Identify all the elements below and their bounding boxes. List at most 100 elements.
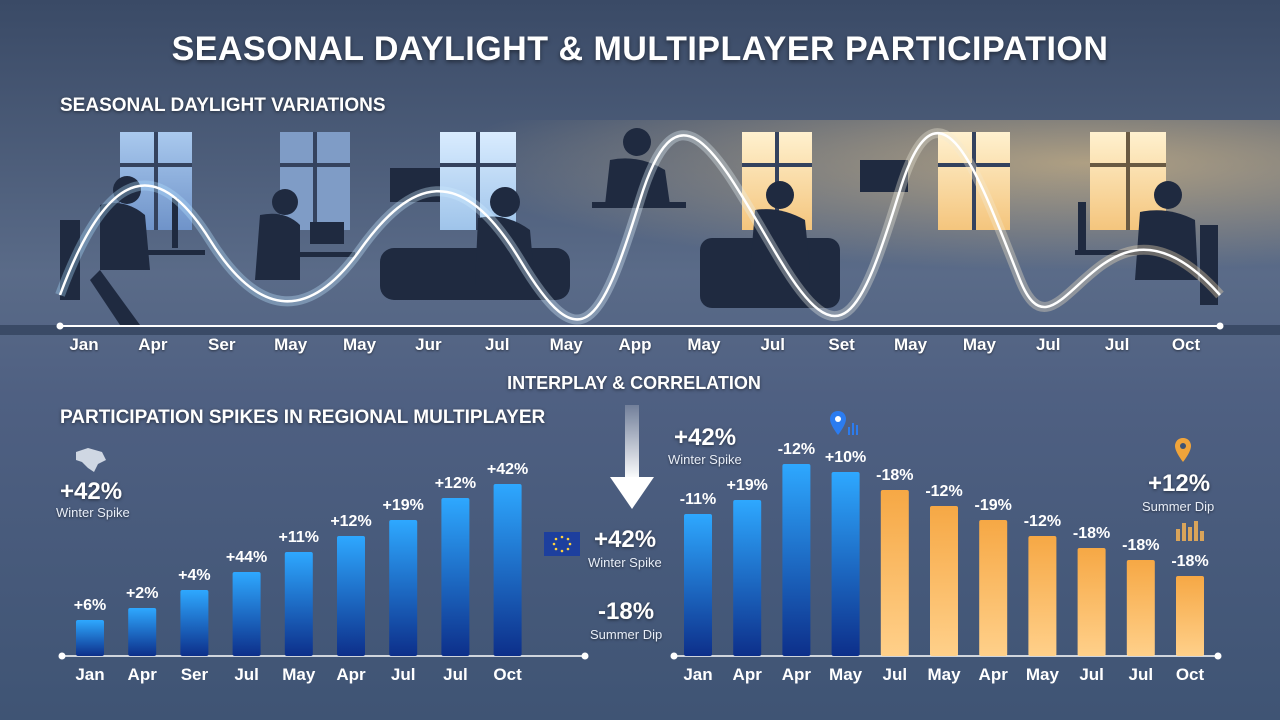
location-pin-orange-icon (1175, 438, 1191, 462)
center-summer-label: Summer Dip (590, 627, 663, 642)
bar-value-label: +19% (727, 477, 768, 494)
bar-value-label: +2% (126, 585, 158, 602)
daylight-axis-label: May (687, 335, 721, 354)
bar (1176, 576, 1204, 656)
bar-value-label: +42% (487, 461, 528, 478)
down-arrow-icon (610, 405, 654, 509)
bar-value-label: -18% (1171, 553, 1208, 570)
bar (733, 500, 762, 656)
axis-end-dot (581, 652, 589, 660)
daylight-axis-label: Jan (69, 335, 99, 354)
category-label: May (282, 665, 316, 684)
bar-value-label: +12% (435, 475, 476, 492)
category-label: Jul (1129, 665, 1154, 684)
bar-value-label: +4% (178, 567, 210, 584)
bar (684, 514, 712, 656)
category-label: Oct (493, 665, 522, 684)
city-skyline-icon (1176, 521, 1204, 541)
category-label: Jul (443, 665, 468, 684)
daylight-axis-label: Jur (415, 335, 442, 354)
category-label: Jul (883, 665, 908, 684)
bar (1126, 560, 1155, 656)
daylight-axis-label: Apr (138, 335, 168, 354)
daylight-axis-label: Jul (760, 335, 786, 354)
daylight-axis-label: Set (828, 335, 855, 354)
bar-value-label: +6% (74, 597, 106, 614)
bar (337, 536, 365, 656)
right-winter-value: +42% (674, 424, 737, 451)
axis-end-dot (58, 652, 66, 660)
bar (880, 490, 909, 656)
bar (930, 506, 958, 656)
eu-flag-icon (544, 532, 580, 556)
axis-end-dot (1214, 652, 1222, 660)
category-label: Jul (1079, 665, 1104, 684)
center-winter-label: Winter Spike (588, 555, 662, 570)
bar-value-label: +44% (226, 549, 267, 566)
bar-value-label: +11% (279, 529, 319, 546)
bar (831, 472, 860, 656)
left-winter-label: Winter Spike (56, 505, 130, 520)
bar-value-label: -11% (680, 491, 716, 508)
daylight-axis-label: App (618, 335, 652, 354)
center-winter-value: +42% (594, 526, 657, 553)
bar-value-label: -19% (975, 497, 1012, 514)
right-summer-value: +12% (1148, 470, 1211, 497)
center-summer-value: -18% (598, 598, 655, 625)
daylight-axis-label: Jul (1104, 335, 1130, 354)
bar (232, 572, 261, 656)
bar (1077, 548, 1106, 656)
daylight-axis-label: May (962, 335, 996, 354)
category-label: Apr (782, 665, 812, 684)
interplay-label: INTERPLAY & CORRELATION (507, 373, 761, 393)
location-pin-blue-icon (830, 411, 858, 435)
bar (493, 484, 522, 656)
category-label: Apr (128, 665, 158, 684)
category-label: Apr (336, 665, 366, 684)
bar (128, 608, 157, 656)
axis-end-dot (670, 652, 678, 660)
participation-section-title: PARTICIPATION SPIKES IN REGIONAL MULTIPL… (60, 407, 546, 428)
bar (76, 620, 104, 656)
daylight-axis-label: May (893, 335, 928, 354)
category-label: May (1026, 665, 1060, 684)
category-label: Jul (234, 665, 259, 684)
daylight-axis-label: May (274, 335, 308, 354)
bar (389, 520, 418, 656)
daylight-axis-label: Jul (484, 335, 510, 354)
bar (782, 464, 811, 656)
participation-chart-left: +6% Jan +2% Apr +4% Ser +44% Jul +11% May +12% Apr +… (58, 461, 589, 684)
category-label: Oct (1176, 665, 1205, 684)
bar (1028, 536, 1057, 656)
page-title: SEASONAL DAYLIGHT & MULTIPLAYER PARTICIP… (171, 30, 1109, 68)
daylight-axis-labels: Jan Apr Ser May May Jur Jul May App May Jul Set May M… (0, 335, 1280, 359)
bar-value-label: -18% (1073, 525, 1110, 542)
north-america-map-icon (76, 448, 106, 472)
window-2 (280, 132, 350, 230)
bar-value-label: -18% (1122, 537, 1159, 554)
bar-value-label: -12% (778, 441, 815, 458)
category-label: Apr (733, 665, 763, 684)
right-winter-label: Winter Spike (668, 452, 742, 467)
participation-chart-right: -11% Jan +19% Apr -12% Apr +10% May -18% Jul -12% M… (670, 441, 1222, 684)
category-label: May (927, 665, 961, 684)
left-winter-value: +42% (60, 478, 123, 505)
daylight-scene (0, 120, 1280, 335)
daylight-axis-label: Ser (208, 335, 236, 354)
category-label: Jul (391, 665, 416, 684)
daylight-axis-label: May (549, 335, 583, 354)
daylight-section-title: SEASONAL DAYLIGHT VARIATIONS (60, 95, 386, 116)
bar-value-label: +19% (383, 497, 424, 514)
category-label: Jan (75, 665, 104, 684)
category-label: May (829, 665, 863, 684)
bar (180, 590, 209, 656)
bar-value-label: +12% (330, 513, 371, 530)
bar-value-label: -12% (1024, 513, 1061, 530)
right-summer-label: Summer Dip (1142, 499, 1215, 514)
daylight-axis-label: Oct (1171, 335, 1201, 354)
bar-value-label: -12% (925, 483, 962, 500)
bar (441, 498, 470, 656)
daylight-axis-label: May (342, 335, 377, 354)
bar (979, 520, 1008, 656)
daylight-axis-label: Jul (1035, 335, 1061, 354)
